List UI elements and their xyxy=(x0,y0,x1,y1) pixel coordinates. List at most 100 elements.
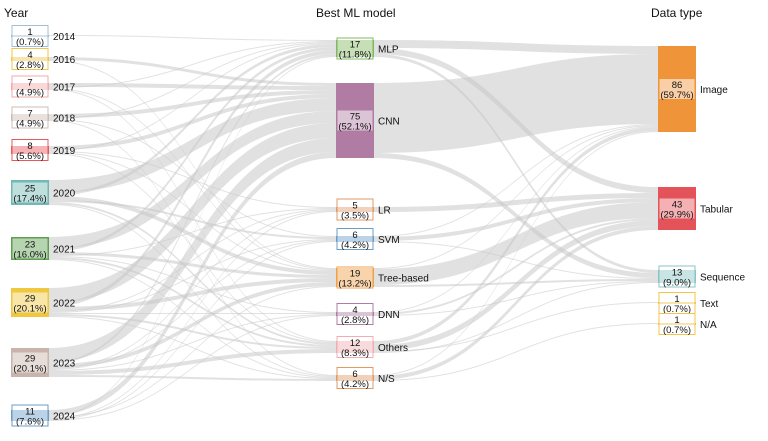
flow-year-2019-to-cnn xyxy=(49,94,336,150)
flow-model-n-s-to-tabular xyxy=(374,226,658,380)
flow-year-2020-to-others xyxy=(49,202,336,345)
data-type-pct-text: (0.7%) xyxy=(663,304,691,315)
model-label-box-tree-based xyxy=(336,266,374,289)
flow-year-2022-to-dnn xyxy=(49,313,336,314)
model-node-svm: 6(4.2%) SVM xyxy=(336,228,400,251)
flow-year-2024-to-dnn xyxy=(49,315,336,421)
data-type-count-text: 1 xyxy=(674,294,679,305)
year-count-2019: 8 xyxy=(27,141,32,152)
flow-year-2022-to-lr xyxy=(49,209,336,312)
model-count-mlp: 17 xyxy=(350,40,361,51)
flow-year-2023-to-tree-based xyxy=(49,282,336,368)
data-type-pct-image: (59.7%) xyxy=(660,90,693,101)
model-name-svm: SVM xyxy=(378,235,400,246)
flows-layer xyxy=(49,35,658,421)
year-label-box-2024 xyxy=(11,404,49,427)
flow-model-others-to-tabular xyxy=(374,220,658,351)
model-count-lr: 5 xyxy=(352,201,357,212)
year-pct-2023: (20.1%) xyxy=(13,364,46,375)
flow-year-2024-to-svm xyxy=(49,241,336,420)
model-name-n-s: N/S xyxy=(378,374,395,385)
model-label-box-cnn xyxy=(336,109,374,132)
model-label-box-n-s xyxy=(336,367,374,389)
year-count-2024: 11 xyxy=(25,407,35,418)
year-node-2018: 7(4.9%) 2018 xyxy=(11,106,76,130)
flow-year-2021-to-n-s xyxy=(49,259,336,378)
flow-year-2023-to-dnn xyxy=(49,314,336,371)
model-pct-mlp: (11.8%) xyxy=(339,50,372,61)
data-type-node-tabular: 43(29.9%) Tabular xyxy=(658,187,733,230)
data-type-pct-tabular: (29.9%) xyxy=(660,210,693,221)
data-type-count-sequence: 13 xyxy=(672,268,683,279)
model-pct-others: (8.3%) xyxy=(341,348,369,359)
year-label-box-2016 xyxy=(11,48,49,70)
flow-year-2023-to-cnn xyxy=(49,138,336,362)
year-count-2023: 29 xyxy=(25,354,36,365)
year-pct-2014: (0.7%) xyxy=(16,37,44,48)
flow-year-2022-to-others xyxy=(49,314,336,349)
data-type-label-box-n-a xyxy=(658,313,696,335)
model-name-lr: LR xyxy=(378,206,391,217)
model-node-others: 12(8.3%) Others xyxy=(336,336,408,359)
model-pct-tree-based: (13.2%) xyxy=(338,279,371,290)
year-pct-2021: (16.0%) xyxy=(13,250,46,261)
year-name-2022: 2022 xyxy=(53,299,76,310)
year-node-2014: 1(0.7%) 2014 xyxy=(11,25,76,48)
year-count-2021: 23 xyxy=(25,240,36,251)
flow-year-2023-to-n-s xyxy=(49,375,336,381)
flow-year-2020-to-mlp xyxy=(49,44,336,196)
year-name-2014: 2014 xyxy=(53,32,76,43)
flow-year-2016-to-cnn xyxy=(49,57,336,86)
model-label-box-dnn xyxy=(336,303,374,325)
flow-year-2020-to-cnn xyxy=(49,98,336,193)
year-label-box-2019 xyxy=(11,139,49,161)
year-name-2016: 2016 xyxy=(53,55,76,66)
flow-year-2018-to-cnn xyxy=(49,90,336,118)
year-column-header: Year xyxy=(4,6,28,20)
year-count-2020: 25 xyxy=(25,184,36,195)
year-count-2016: 4 xyxy=(27,50,32,61)
flow-year-2022-to-cnn xyxy=(49,123,336,303)
model-count-tree-based: 19 xyxy=(350,269,361,280)
data-type-pct-n-a: (0.7%) xyxy=(663,325,691,336)
model-node-mlp: 17(11.8%) MLP xyxy=(336,37,399,61)
data-type-label-box-tabular xyxy=(658,197,696,220)
flow-model-dnn-to-sequence xyxy=(374,281,658,316)
model-count-dnn: 4 xyxy=(352,305,357,316)
year-pct-2018: (4.9%) xyxy=(16,119,44,130)
model-count-svm: 6 xyxy=(352,230,357,241)
flow-year-2022-to-n-s xyxy=(49,316,336,379)
flow-year-2021-to-tree-based xyxy=(49,252,336,278)
flow-model-n-s-to-n-a xyxy=(374,323,658,381)
year-name-2017: 2017 xyxy=(53,83,76,94)
data-type-count-n-a: 1 xyxy=(674,315,679,326)
year-name-2020: 2020 xyxy=(53,189,76,200)
model-count-n-s: 6 xyxy=(352,369,357,380)
flow-model-cnn-to-sequence xyxy=(374,153,658,278)
data-type-node-image: 86(59.7%) Image xyxy=(658,46,728,132)
model-label-box-mlp xyxy=(336,37,374,60)
flow-year-2022-to-tree-based xyxy=(49,278,336,311)
year-pct-2016: (2.8%) xyxy=(16,60,44,71)
data-type-name-image: Image xyxy=(700,85,728,96)
data-type-column-header: Data type xyxy=(651,6,703,20)
flow-year-2024-to-cnn xyxy=(49,152,336,416)
year-name-2018: 2018 xyxy=(53,114,76,125)
year-count-2014: 1 xyxy=(27,27,32,38)
model-node-n-s: 6(4.2%) N/S xyxy=(336,367,395,390)
flow-model-dnn-to-image xyxy=(374,126,658,313)
model-column-header: Best ML model xyxy=(316,6,396,20)
year-label-box-2018 xyxy=(11,106,49,129)
data-type-label-box-sequence xyxy=(658,265,696,288)
year-node-2022: 29(20.1%) 2022 xyxy=(11,288,76,317)
flow-year-2020-to-n-s xyxy=(49,204,336,377)
flow-year-2023-to-others xyxy=(49,349,336,375)
model-node-cnn: 75(52.1%) CNN xyxy=(336,83,400,158)
flow-year-2024-to-mlp xyxy=(49,56,336,417)
flow-model-svm-to-sequence xyxy=(374,241,658,279)
flow-model-n-s-to-image xyxy=(374,131,658,376)
year-node-2023: 29(20.1%) 2023 xyxy=(11,348,76,377)
flow-year-2023-to-svm xyxy=(49,240,336,370)
flow-year-2021-to-lr xyxy=(49,208,336,256)
